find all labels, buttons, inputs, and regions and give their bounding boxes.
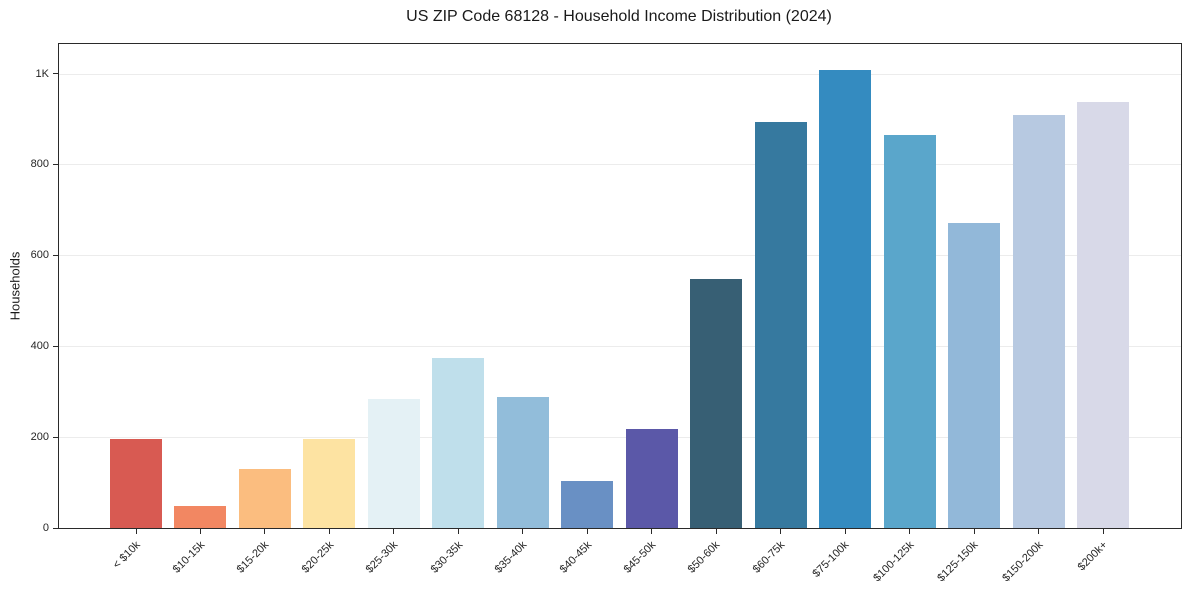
gridline [59, 164, 1181, 166]
gridline [59, 346, 1181, 348]
x-tick-mark [651, 528, 653, 534]
bar-125-150k [948, 222, 1001, 528]
plot-area: Households 0 200 400 600 800 1K < $10k $10-15k $… [8, 43, 1182, 584]
x-tick-mark [457, 528, 459, 534]
bar-75-100k [819, 69, 872, 528]
bar-45-50k [625, 429, 678, 528]
x-tick-label: $45-50k [621, 539, 659, 576]
x-tick-mark [135, 528, 137, 534]
x-tick-mark [1038, 528, 1040, 534]
y-tick-label: 600 [30, 249, 49, 262]
x-tick-mark [522, 528, 524, 534]
y-tick-label: 1K [35, 67, 49, 80]
gridline [59, 255, 1181, 257]
x-tick-mark [393, 528, 395, 534]
x-tick-label: $20-25k [299, 539, 336, 576]
x-tick-label: $100-125k [870, 539, 917, 585]
x-tick-mark [715, 528, 717, 534]
x-tick-label: $40-45k [557, 539, 594, 576]
y-tick-label: 200 [30, 431, 49, 444]
y-tick-mark [53, 254, 59, 256]
y-tick-label: 400 [30, 340, 49, 353]
bar-200k [1077, 102, 1130, 528]
y-tick-mark [53, 345, 59, 347]
x-tick-label: $50-60k [686, 539, 723, 576]
x-tick-mark [1102, 528, 1104, 534]
x-tick-label: $25-30k [363, 539, 401, 576]
x-tick-label: $150-200k [999, 539, 1046, 585]
bar-100-125k [883, 135, 936, 528]
y-tick-label: 0 [42, 522, 49, 534]
bar-10k [110, 439, 162, 528]
x-tick-label: < $10k [110, 539, 143, 572]
bar-20-25k [303, 439, 356, 528]
bar-60-75k [754, 121, 807, 528]
bar-15-20k [238, 468, 291, 528]
bar-10-15k [174, 506, 227, 528]
bar-50-60k [690, 278, 743, 528]
bar-40-45k [561, 480, 614, 528]
y-tick-mark [53, 73, 59, 75]
x-tick-mark [909, 528, 911, 534]
y-tick-mark [53, 527, 59, 529]
x-tick-label: $30-35k [428, 539, 465, 576]
bar-25-30k [367, 398, 420, 528]
x-tick-mark [586, 528, 588, 534]
y-tick-label: 800 [30, 158, 49, 171]
x-tick-label: $200k+ [1075, 539, 1110, 574]
gridline [59, 437, 1181, 439]
x-tick-mark [199, 528, 201, 534]
bar-150-200k [1012, 115, 1065, 528]
x-tick-mark [780, 528, 782, 534]
y-tick-mark [53, 163, 59, 165]
x-tick-label: $10-15k [170, 539, 207, 576]
chart-title: US ZIP Code 68128 - Household Income Dis… [406, 8, 832, 25]
gridline [59, 73, 1181, 75]
x-tick-mark [973, 528, 975, 534]
bar-30-35k [432, 357, 485, 528]
x-tick-mark [844, 528, 846, 534]
y-tick-mark [53, 436, 59, 438]
x-tick-label: $60-75k [750, 539, 788, 576]
x-tick-mark [264, 528, 266, 534]
x-tick-label: $15-20k [234, 539, 272, 576]
bar-35-40k [496, 396, 549, 528]
x-tick-label: $125-150k [935, 539, 981, 585]
x-tick-label: $35-40k [492, 539, 530, 576]
x-tick-label: $75-100k [810, 539, 852, 580]
x-tick-mark [328, 528, 330, 534]
